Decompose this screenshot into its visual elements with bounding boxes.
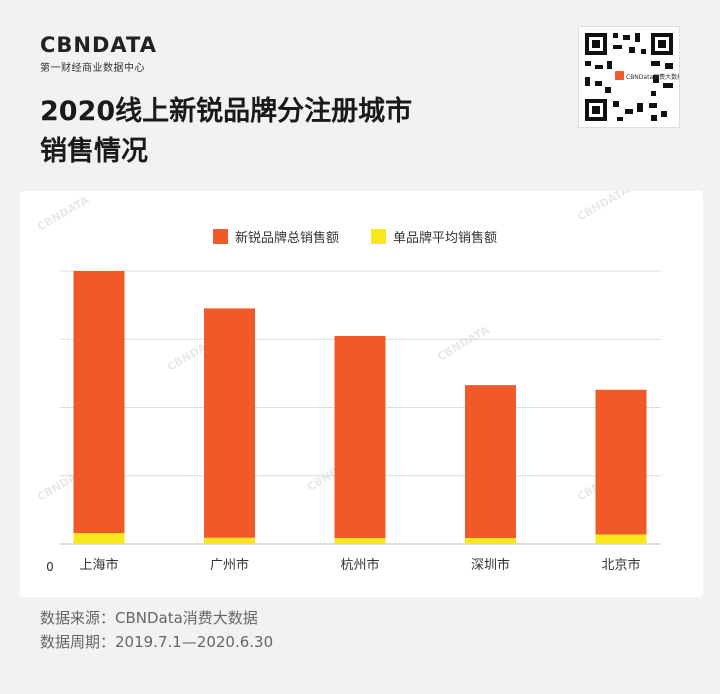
watermark-text: CBNDATA [575,191,632,224]
bar-total-sales [465,385,516,538]
period-line: 数据周期：2019.7.1—2020.6.30 [40,633,274,651]
y-axis-tick-label: 0 [46,560,54,574]
watermark-text: CBNDATA [435,323,492,363]
qr-center-label: CBNData消费大数据 [626,73,679,81]
brand-tagline: 第一财经商业数据中心 [40,63,145,74]
bar-avg-sales [73,533,125,544]
x-axis-label: 深圳市 [471,557,510,573]
bar-total-sales [204,308,255,538]
qr-code: CBNData消费大数据 [578,26,683,128]
bar-avg-sales [595,534,647,544]
data-source: 数据来源：CBNData消费大数据 数据周期：2019.7.1—2020.6.3… [40,606,273,654]
title-line-2: 销售情况 [40,136,148,167]
legend-label: 单品牌平均销售额 [393,230,497,246]
chart-legend: 新锐品牌总销售额 单品牌平均销售额 [213,229,497,246]
legend-swatch [213,229,228,244]
x-axis-label: 北京市 [601,557,640,573]
chart-card: CBNDATA CBNDATA CBNDATA CBNDATA CBNDATA CBNDA… [20,183,720,644]
page-title: 2020线上新锐品牌分注册城市 销售情况 [40,92,520,172]
bar-total-sales [73,271,125,534]
brand-logo: CBNDATA 第一财经商业数据中心 [40,34,157,74]
bar-avg-sales [334,537,386,544]
bar-avg-sales [465,537,516,544]
bar-total-sales [334,335,386,538]
watermark-text: CBNDATA [35,193,92,233]
source-line: 数据来源：CBNData消费大数据 [40,609,258,627]
bar-total-sales [595,389,647,535]
x-axis-labels: 上海市 广州市 杭州市 深圳市 北京市 [79,557,640,573]
title-line-1: 2020线上新锐品牌分注册城市 [40,96,413,127]
watermark-text: CBNDATA [435,593,492,597]
x-axis-label: 广州市 [210,557,249,573]
legend-swatch [371,229,386,244]
x-axis-label: 上海市 [79,557,118,573]
legend-label: 新锐品牌总销售额 [235,230,339,246]
x-axis-label: 杭州市 [340,557,379,573]
bar-avg-sales [204,537,255,544]
qr-code-image: CBNData消费大数据 [585,33,683,121]
brand-name: CBNDATA [40,33,157,57]
chart-bars [73,271,647,544]
